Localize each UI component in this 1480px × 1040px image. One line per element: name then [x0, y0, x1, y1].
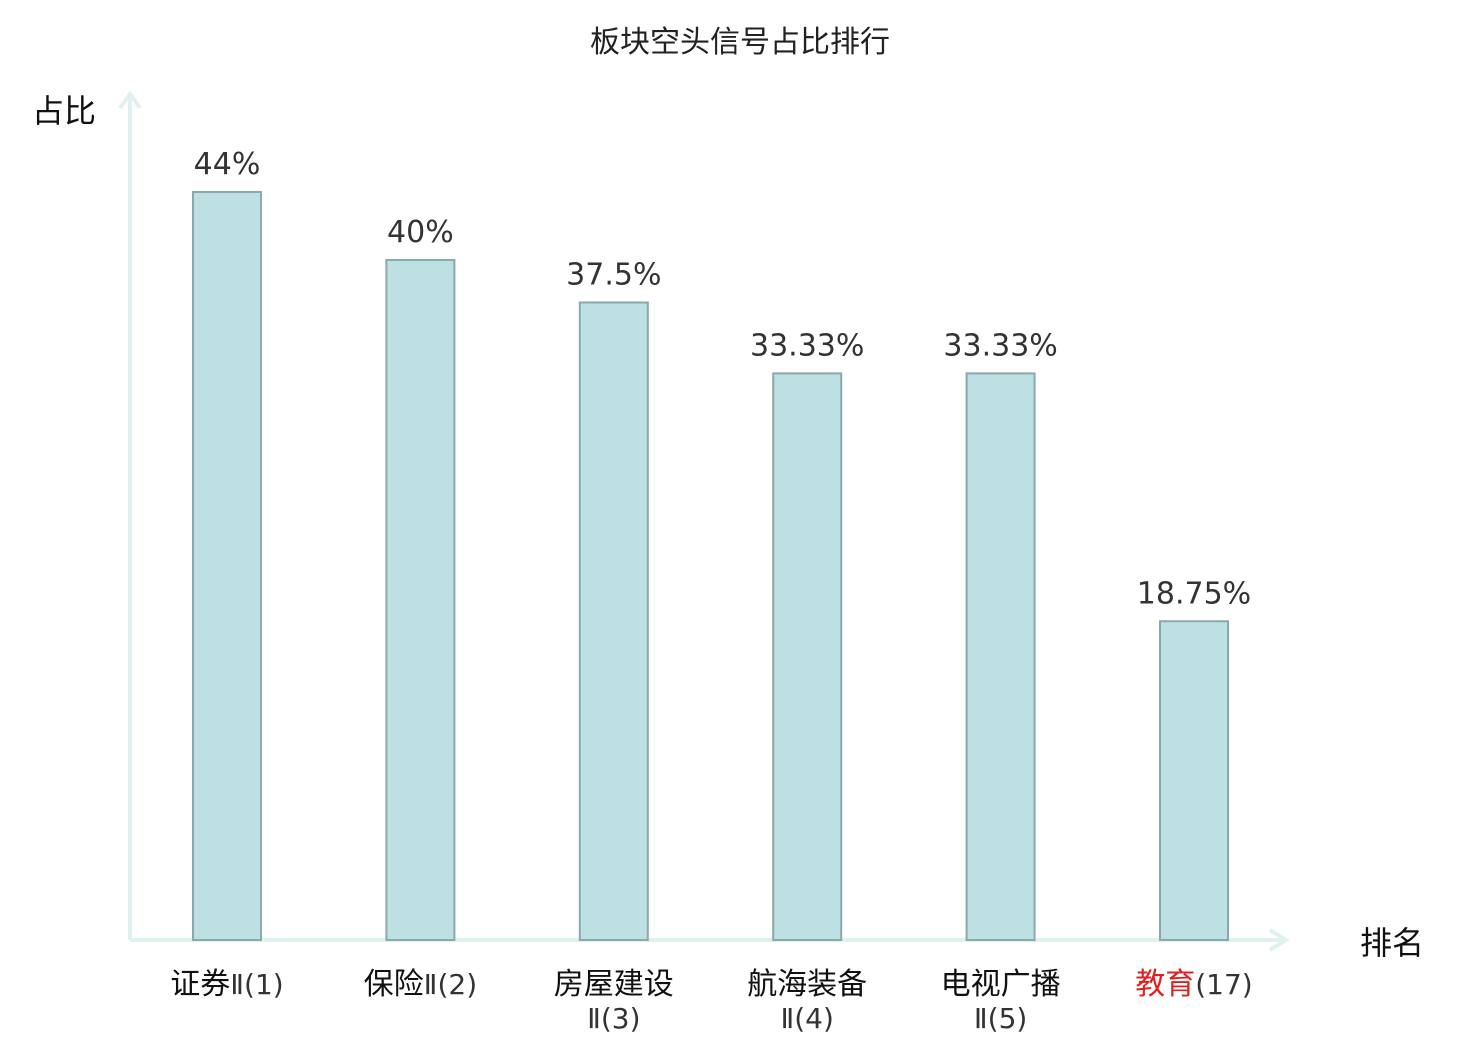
y-axis: 占比	[32, 90, 142, 940]
x-axis-arrow	[1268, 928, 1290, 952]
bar	[192, 191, 262, 941]
bar-value-label: 18.75%	[1137, 576, 1251, 611]
category-label: 保险Ⅱ(2)	[364, 967, 477, 1002]
x-axis-label: 排名	[1360, 924, 1424, 962]
bar-value-label: 40%	[387, 215, 454, 250]
category-rank: Ⅱ(3)	[587, 1002, 640, 1035]
y-axis-label: 占比	[32, 92, 96, 130]
category-label: 航海装备 Ⅱ(4)	[747, 967, 867, 1035]
y-axis-arrow	[118, 90, 142, 110]
bar-value-label: 33.33%	[943, 328, 1057, 363]
bar	[965, 372, 1036, 941]
category-name: 航海装备	[747, 967, 867, 1002]
category-rank: (17)	[1195, 968, 1252, 1001]
category-label: 证券Ⅱ(1)	[170, 967, 283, 1002]
category-name: 保险	[364, 967, 424, 1002]
category-name: 房屋建设	[554, 967, 674, 1002]
bar-value-label: 33.33%	[750, 328, 864, 363]
value-labels: 44% 40% 37.5% 33.33% 33.33% 18.75%	[194, 147, 1252, 611]
bar	[385, 259, 456, 941]
category-label: 房屋建设 Ⅱ(3)	[554, 967, 674, 1035]
chart-title: 板块空头信号占比排行	[590, 25, 890, 60]
bar-value-label: 37.5%	[566, 258, 661, 293]
category-rank: Ⅱ(1)	[230, 968, 283, 1001]
bar	[578, 301, 649, 941]
bar	[1159, 620, 1229, 941]
bar-value-label: 44%	[194, 147, 261, 182]
category-rank: Ⅱ(5)	[974, 1002, 1027, 1035]
category-name: 教育	[1135, 967, 1195, 1002]
bar-series	[192, 191, 1229, 941]
category-rank: Ⅱ(4)	[780, 1002, 833, 1035]
x-axis: 排名	[130, 924, 1424, 962]
category-rank: Ⅱ(2)	[424, 968, 477, 1001]
category-label: 教育(17)	[1135, 967, 1252, 1002]
category-labels: 证券Ⅱ(1) 保险Ⅱ(2) 房屋建设 Ⅱ(3) 航海装备 Ⅱ(4) 电视广播 Ⅱ(5) 教育(1…	[170, 967, 1252, 1035]
category-name: 电视广播	[941, 967, 1061, 1002]
category-name: 证券	[170, 967, 230, 1002]
category-label: 电视广播 Ⅱ(5)	[941, 967, 1061, 1035]
bar	[772, 372, 843, 941]
